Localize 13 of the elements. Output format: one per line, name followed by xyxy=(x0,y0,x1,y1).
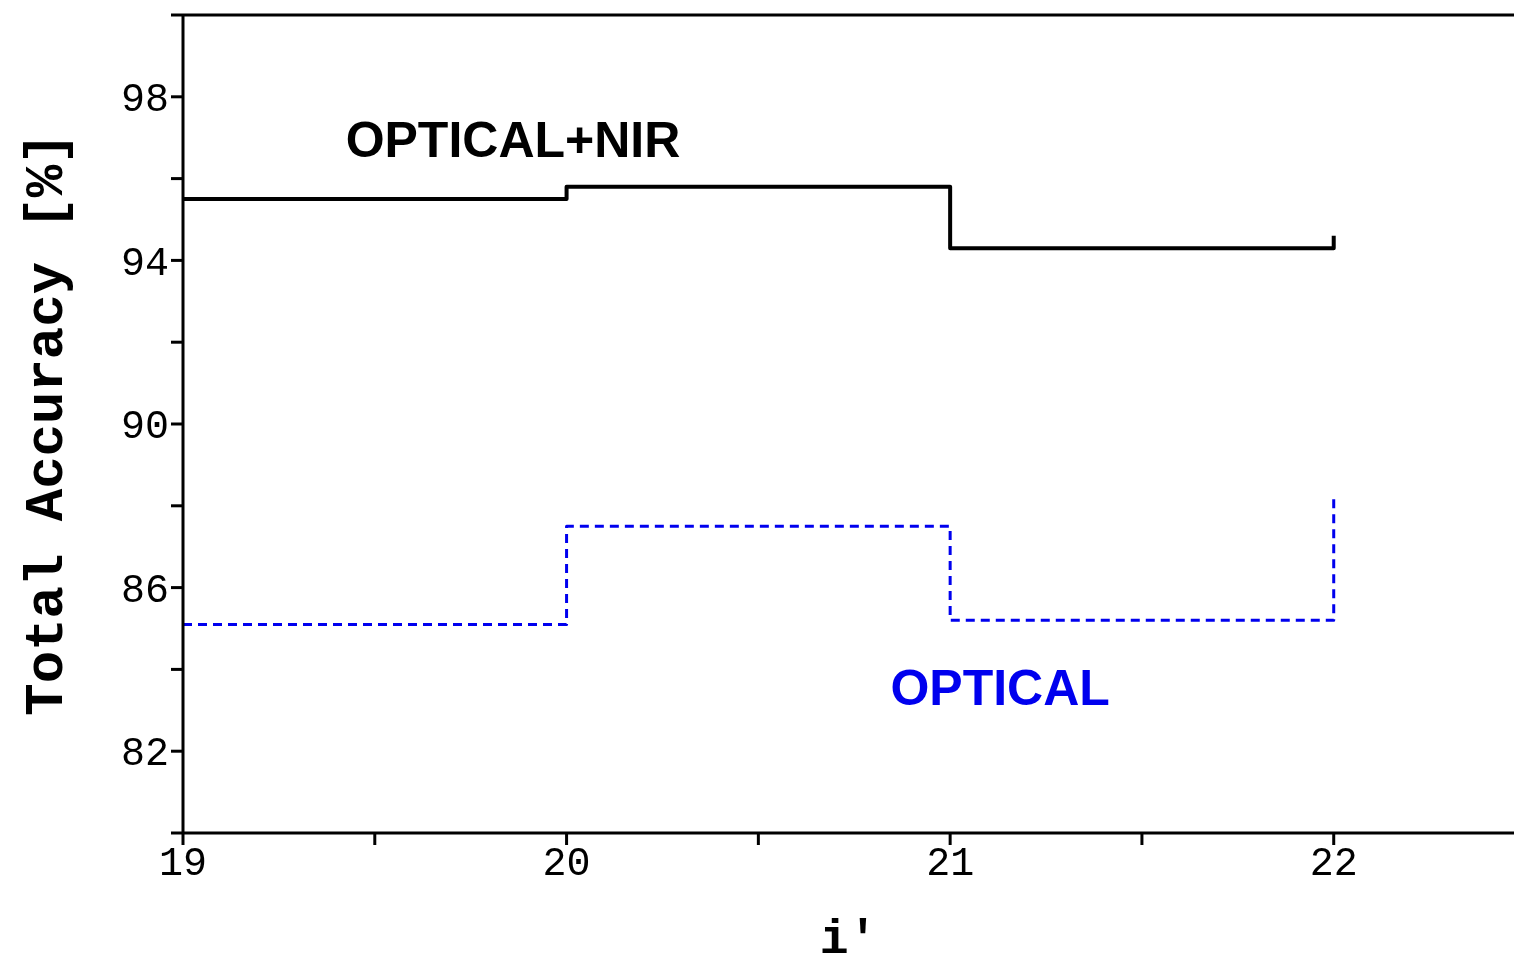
y-tick-label: 90 xyxy=(120,405,169,451)
x-tick-label: 19 xyxy=(158,842,208,888)
y-axis-title: Total Accuracy [%] xyxy=(17,132,79,716)
y-tick-label: 82 xyxy=(120,732,169,778)
x-axis-title: i' xyxy=(819,913,878,967)
x-tick-label: 20 xyxy=(542,842,591,888)
series-label: OPTICAL xyxy=(890,660,1110,717)
y-tick-label: 86 xyxy=(120,568,169,614)
x-tick-label: 21 xyxy=(926,842,975,888)
y-tick-label: 98 xyxy=(120,78,169,123)
series-label: OPTICAL+NIR xyxy=(345,112,681,169)
y-tick-label: 94 xyxy=(120,241,169,287)
x-tick-label: 22 xyxy=(1309,842,1358,888)
